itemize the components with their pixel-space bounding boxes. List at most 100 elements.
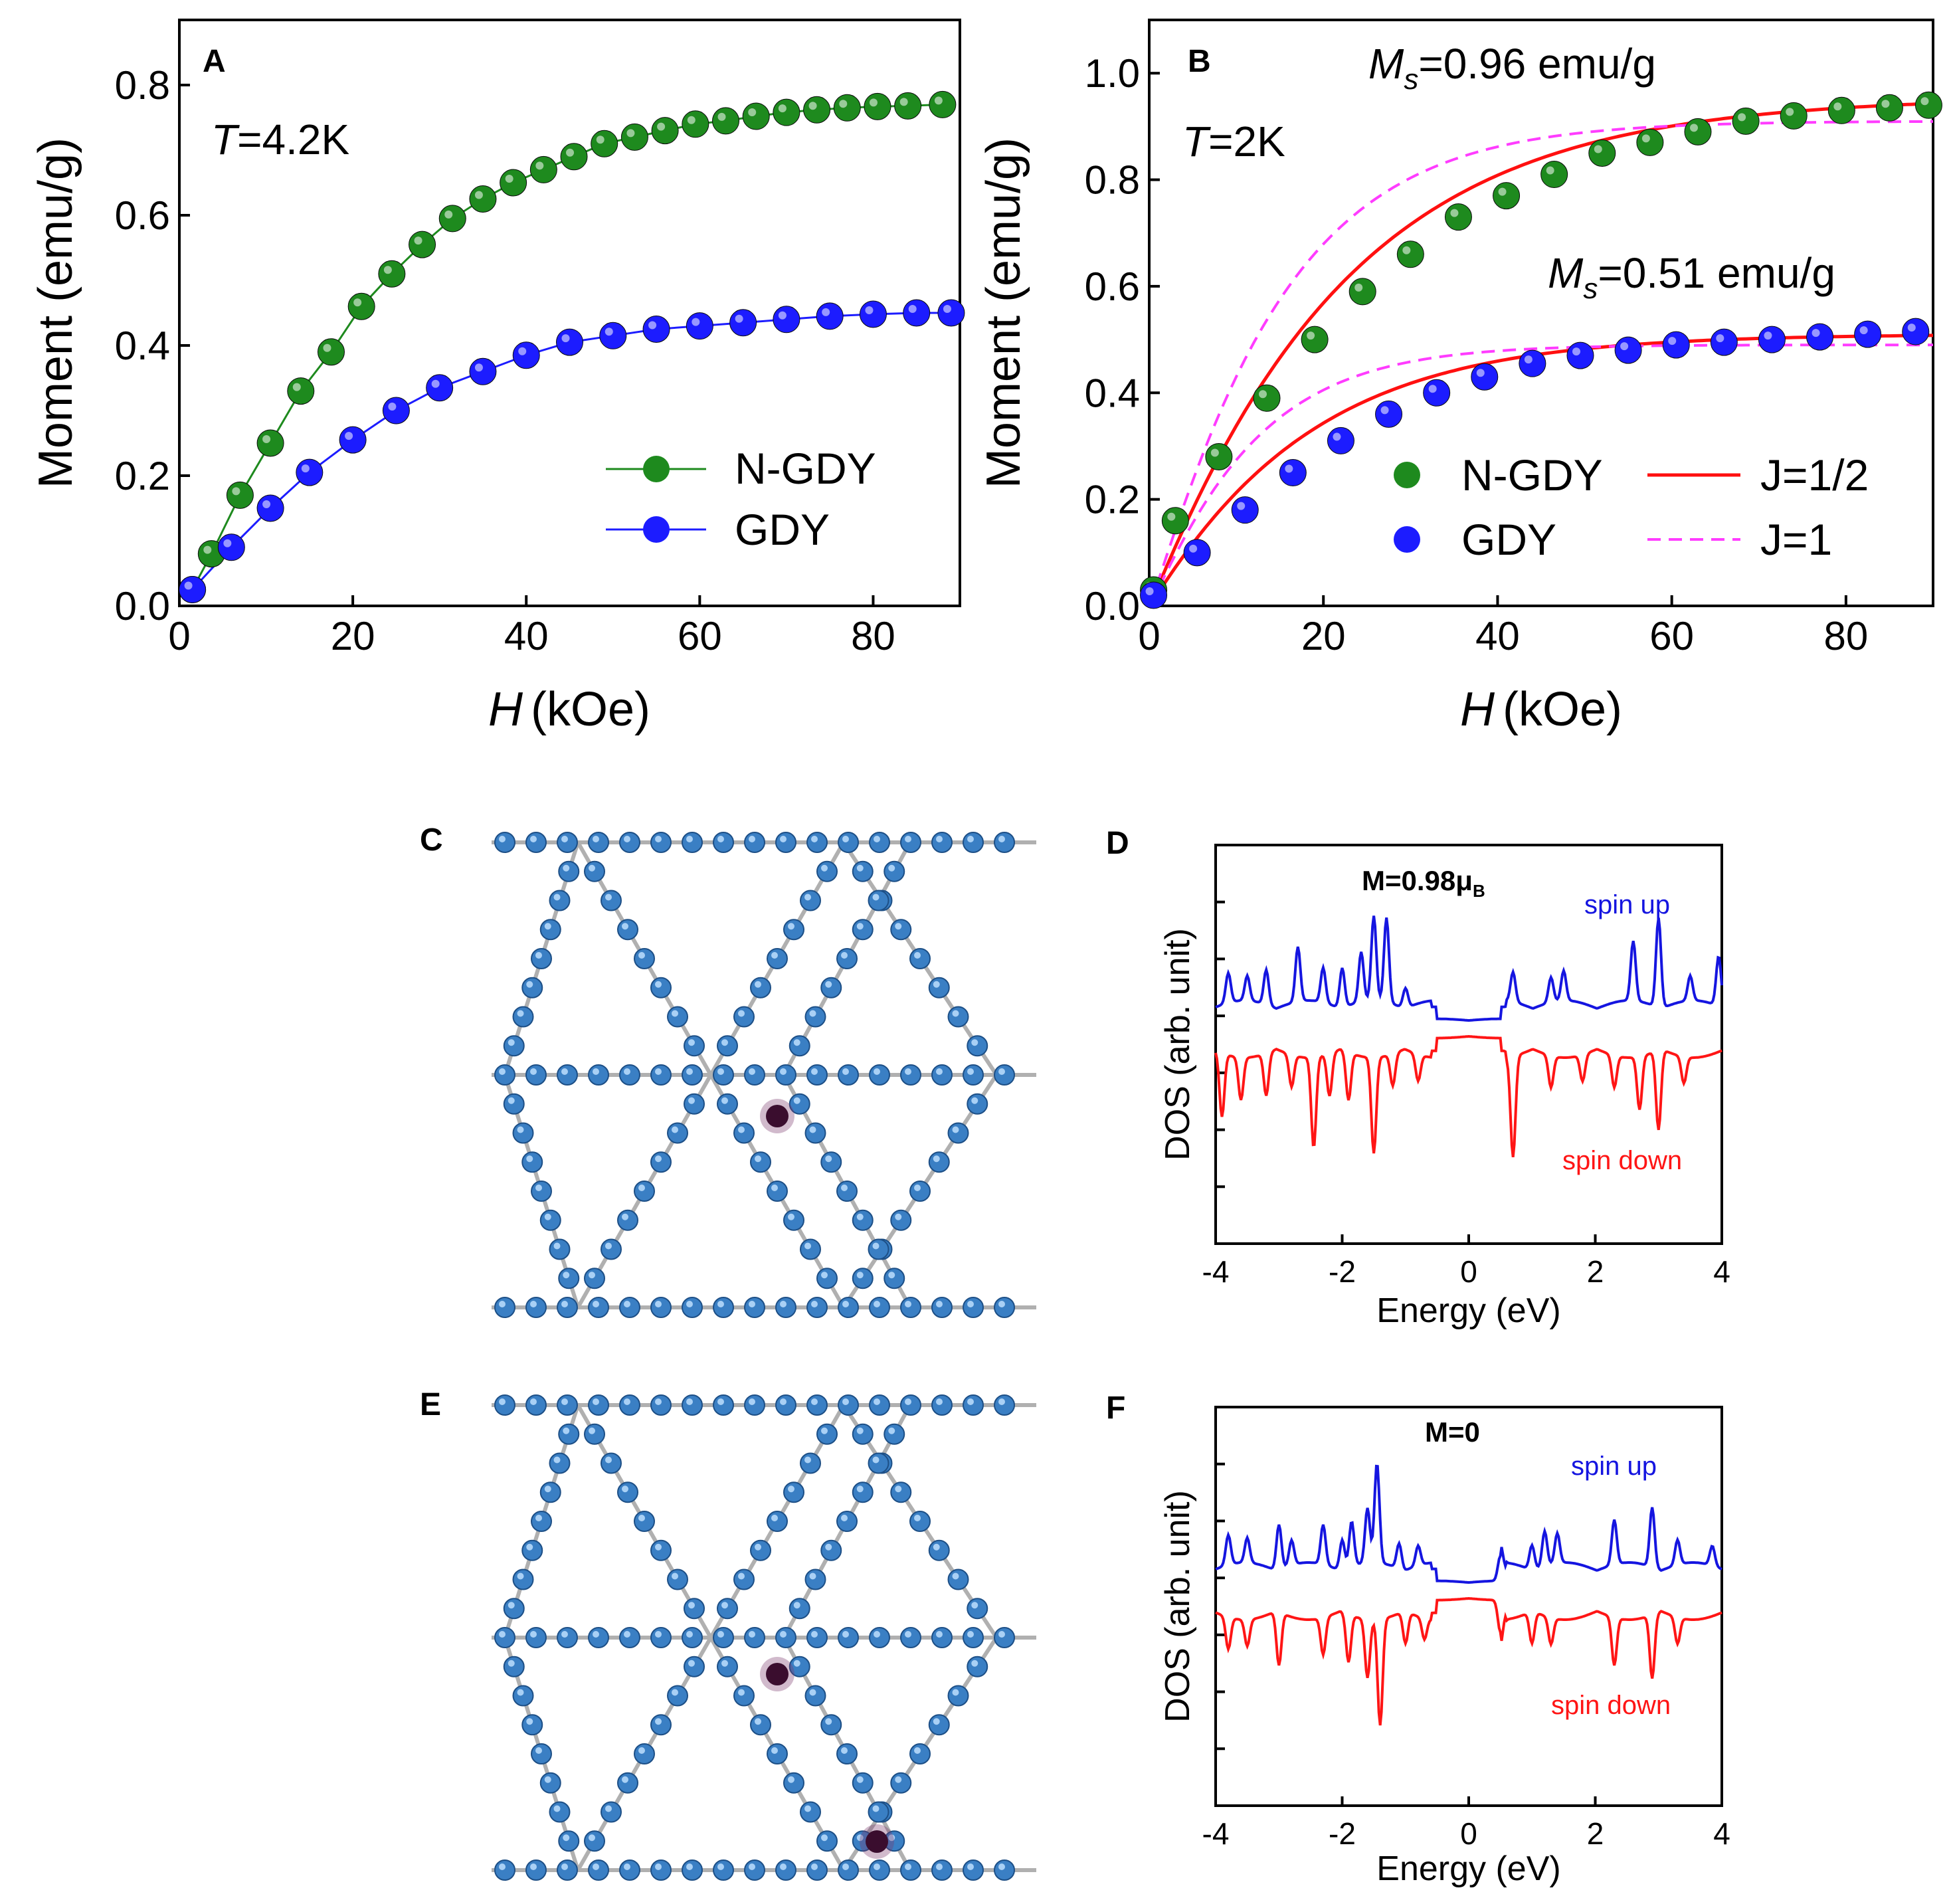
carbon-atom	[549, 890, 571, 911]
a-point-highlight	[778, 311, 787, 320]
atom-highlight	[622, 1485, 628, 1493]
atom-highlight	[936, 1863, 943, 1870]
atom-highlight	[593, 1301, 599, 1307]
carbon-atom	[789, 1035, 810, 1057]
panel-c: C	[420, 822, 1036, 1318]
d-xtick-label: 4	[1713, 1254, 1730, 1289]
carbon-atom	[494, 1627, 515, 1648]
legend-a-gdy-marker	[643, 516, 670, 543]
atom-highlight	[717, 1301, 724, 1307]
b-point-n-gdy	[1914, 91, 1942, 119]
carbon-atom	[852, 1423, 874, 1445]
carbon-atom	[744, 1859, 765, 1881]
b-point-gdy	[1854, 320, 1882, 348]
carbon-atom	[650, 1297, 672, 1318]
atom-highlight	[717, 1398, 724, 1405]
carbon-atom	[650, 1064, 672, 1086]
atom-highlight	[686, 1068, 693, 1075]
atom-highlight	[553, 1456, 561, 1464]
atom-highlight	[780, 1631, 787, 1638]
b-point-highlight	[1210, 448, 1219, 457]
carbon-atom	[650, 1859, 672, 1881]
carbon-atom	[806, 1627, 828, 1648]
a-point-highlight	[657, 122, 666, 131]
carbon-atom	[601, 1801, 622, 1823]
atom-highlight	[589, 1834, 595, 1842]
carbon-atom	[713, 1297, 734, 1318]
atom-highlight	[686, 1301, 693, 1307]
atom-highlight	[967, 1068, 974, 1075]
b-point-gdy	[1471, 363, 1499, 391]
carbon-atom	[963, 1627, 984, 1648]
carbon-atom	[682, 1627, 703, 1648]
a-ytick-label: 0.4	[115, 324, 170, 368]
carbon-atom	[820, 1151, 842, 1173]
carbon-atom	[931, 1859, 953, 1881]
atom-highlight	[721, 1097, 728, 1104]
atom-highlight	[688, 1602, 695, 1609]
carbon-atom	[994, 1627, 1015, 1648]
carbon-atom	[531, 948, 552, 969]
f-xtick-label: -2	[1329, 1816, 1356, 1851]
atom-highlight	[905, 836, 911, 842]
carbon-atom	[890, 919, 912, 941]
atom-highlight	[809, 1572, 816, 1580]
a-point-n-gdy	[591, 130, 618, 157]
a-point-n-gdy	[438, 205, 466, 233]
a-point-highlight	[865, 306, 874, 314]
carbon-atom	[588, 1064, 609, 1086]
atom-highlight	[952, 1126, 959, 1133]
a-point-gdy	[556, 328, 583, 356]
atom-highlight	[544, 1213, 551, 1220]
atom-highlight	[780, 1068, 787, 1075]
atom-highlight	[971, 1602, 978, 1609]
b-point-gdy	[1423, 379, 1451, 407]
d-xtick-label: 0	[1460, 1254, 1477, 1289]
atom-highlight	[622, 923, 628, 930]
carbon-atom	[775, 1627, 796, 1648]
carbon-atom	[868, 1238, 889, 1260]
atom-highlight	[874, 836, 880, 842]
a-point-gdy	[903, 299, 931, 327]
carbon-atom	[767, 948, 788, 969]
atom-highlight	[842, 1301, 849, 1307]
atom-highlight	[508, 1660, 515, 1667]
b-xtick-label: 80	[1824, 614, 1869, 658]
atom-highlight	[624, 1068, 630, 1075]
carbon-atom	[838, 1627, 859, 1648]
b-xtick-label: 0	[1138, 614, 1160, 658]
atom-highlight	[508, 1097, 515, 1104]
atom-highlight	[553, 894, 561, 901]
nitrogen-atom	[866, 1830, 888, 1853]
atom-highlight	[738, 1572, 745, 1580]
carbon-atom	[804, 1685, 826, 1707]
carbon-atom	[619, 1394, 640, 1416]
atom-highlight	[811, 1863, 818, 1870]
atom-highlight	[856, 1272, 864, 1279]
b-xtick-label: 20	[1301, 614, 1346, 658]
panel-f-label: F	[1106, 1390, 1125, 1426]
a-point-highlight	[604, 328, 613, 336]
atom-highlight	[535, 1747, 542, 1754]
a-ytick-label: 0.2	[115, 454, 170, 498]
atom-highlight	[905, 1631, 911, 1638]
carbon-atom	[806, 1394, 828, 1416]
b-point-highlight	[1476, 369, 1485, 377]
atom-highlight	[717, 1068, 724, 1075]
atom-highlight	[738, 1010, 745, 1017]
atom-highlight	[508, 1039, 515, 1046]
atom-highlight	[905, 1068, 911, 1075]
carbon-atom	[836, 1511, 858, 1532]
atom-highlight	[952, 1010, 959, 1017]
atom-highlight	[804, 1456, 811, 1464]
a-point-highlight	[626, 129, 635, 138]
carbon-atom	[931, 1297, 953, 1318]
atom-highlight	[655, 836, 662, 842]
atom-highlight	[655, 981, 662, 988]
carbon-atom	[852, 860, 874, 882]
carbon-atom	[650, 1627, 672, 1648]
atom-highlight	[655, 1155, 662, 1163]
atom-highlight	[895, 1485, 902, 1493]
atom-highlight	[672, 1126, 678, 1133]
carbon-atom	[806, 1297, 828, 1318]
